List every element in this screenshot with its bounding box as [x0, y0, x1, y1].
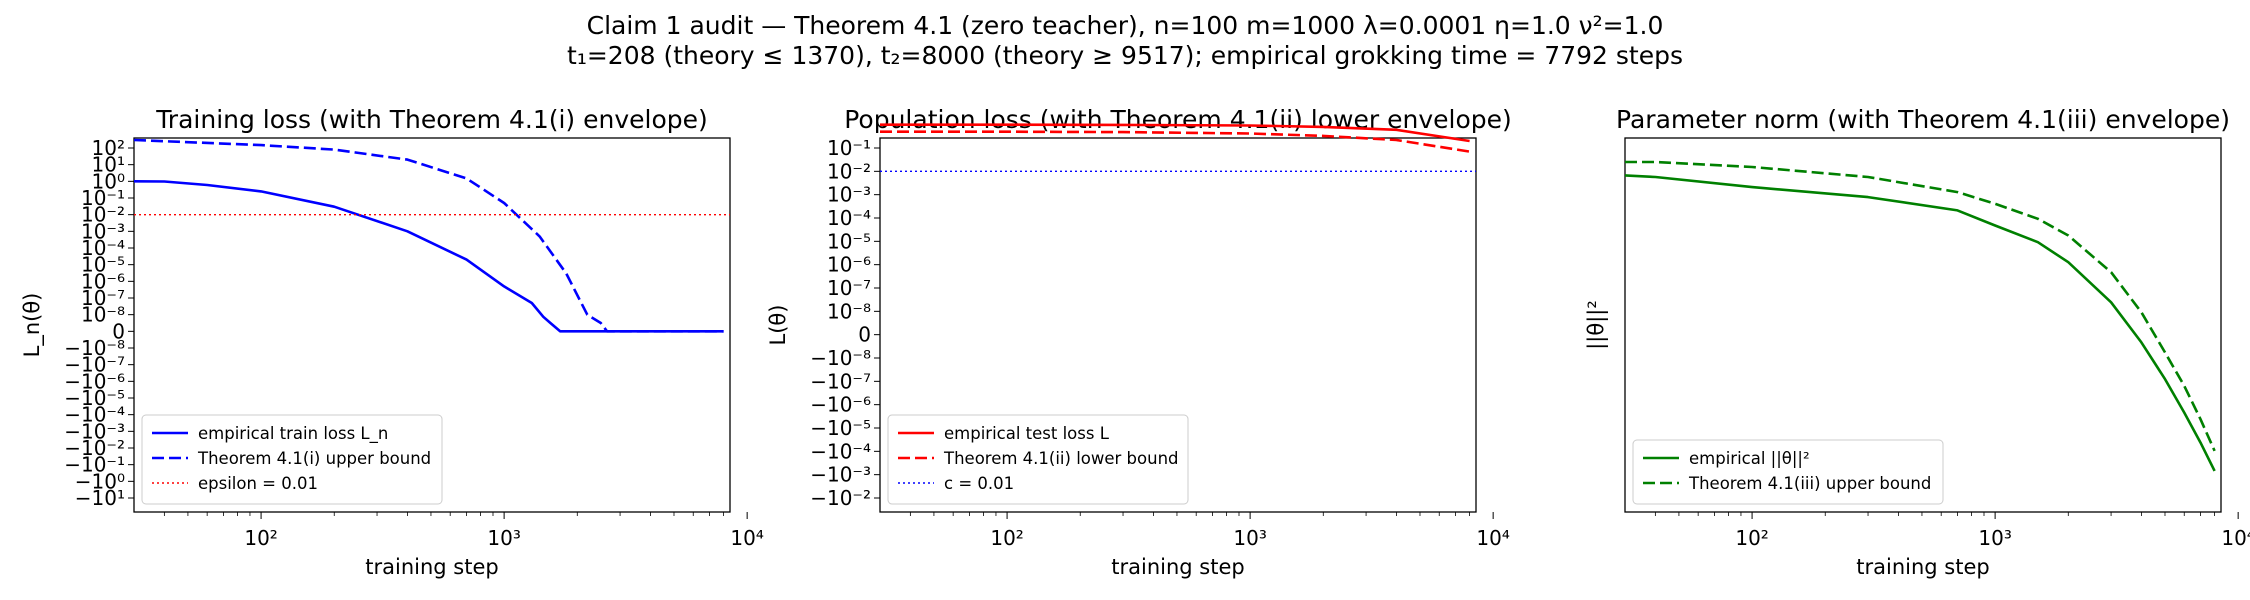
y-tick-label: 10⁻⁶	[81, 269, 125, 293]
x-tick-label: 10²	[244, 526, 277, 550]
chart-panel-1: 10²10¹10⁰10⁻¹10⁻²10⁻³10⁻⁴10⁻⁵10⁻⁶10⁻⁷10⁻…	[20, 105, 764, 579]
y-tick-label: 10⁻⁵	[81, 253, 125, 277]
x-axis-label: training step	[1856, 555, 1989, 579]
legend-label: Theorem 4.1(iii) upper bound	[1688, 474, 1931, 493]
y-axis-label: L_n(θ)	[20, 293, 45, 358]
x-tick-label: 10²	[1735, 526, 1768, 550]
legend-box	[887, 414, 1189, 505]
legend-label: empirical train loss L_n	[198, 424, 388, 444]
y-tick-label: 10⁻⁷	[827, 276, 871, 300]
y-tick-label: 10²	[92, 136, 125, 160]
chart-panel-3: 10² 10³ 10⁴ Parameter norm (with Theorem 4.…	[1584, 105, 2250, 579]
figure-title-line2: t₁=208 (theory ≤ 1370), t₂=8000 (theory …	[567, 41, 1683, 70]
axes-frame	[133, 137, 731, 513]
y-tick-label: 10⁻³	[827, 183, 871, 207]
y-tick-label: −10¹	[75, 486, 125, 510]
y-tick-label: −10⁻³	[64, 419, 125, 443]
y-tick-label: −10⁻⁶	[64, 369, 125, 393]
legend-label: Theorem 4.1(ii) lower bound	[943, 449, 1179, 468]
legend-box	[1632, 439, 1944, 505]
legend-box	[141, 414, 443, 505]
axes-frame	[1624, 137, 2222, 513]
legend-label: c = 0.01	[944, 474, 1014, 493]
y-tick-label: 10⁻¹	[827, 136, 871, 160]
series-line-2	[133, 138, 724, 333]
chart-panels: 10²10¹10⁰10⁻¹10⁻²10⁻³10⁻⁴10⁻⁵10⁻⁶10⁻⁷10⁻…	[20, 105, 2250, 579]
y-tick-label: 10⁻²	[81, 203, 125, 227]
y-axis-label: L(θ)	[766, 305, 790, 346]
y-tick-label: 10⁻⁴	[81, 236, 125, 260]
y-tick-label: −10⁻⁴	[64, 403, 125, 427]
series-line-2	[1625, 160, 2216, 452]
x-axis-label: training step	[1111, 555, 1244, 579]
y-tick-label: −10⁻⁷	[810, 369, 871, 393]
y-tick-label: −10⁻⁶	[810, 393, 871, 417]
y-tick-label: −10⁻²	[64, 436, 125, 460]
y-tick-label: −10⁻⁸	[810, 346, 871, 370]
y-tick-label: 10¹	[92, 153, 125, 177]
chart-panel-2: 10⁻¹10⁻²10⁻³10⁻⁴10⁻⁵10⁻⁶10⁻⁷10⁻⁸0−10⁻⁸−1…	[766, 105, 1512, 579]
panel-title: Parameter norm (with Theorem 4.1(iii) en…	[1616, 105, 2230, 134]
y-tick-label: −10⁻⁸	[64, 336, 125, 360]
series-line-2	[880, 130, 1470, 153]
y-tick-label: 10⁻⁸	[827, 299, 871, 323]
y-tick-label: 10⁰	[92, 169, 125, 193]
y-tick-label: −10⁰	[75, 469, 125, 493]
y-tick-label: 10⁻²	[827, 159, 871, 183]
y-tick-label: 10⁻³	[81, 219, 125, 243]
x-tick-label: 10⁴	[2221, 526, 2250, 550]
y-tick-label: −10⁻³	[810, 463, 871, 487]
y-tick-label: 10⁻¹	[81, 186, 125, 210]
y-tick-label: −10⁻²	[810, 486, 871, 510]
legend-label: empirical test loss L	[944, 424, 1110, 443]
y-tick-label: 10⁻⁶	[827, 253, 871, 277]
y-tick-label: 0	[858, 323, 871, 347]
y-tick-label: 0	[112, 319, 125, 343]
y-tick-label: −10⁻⁵	[64, 386, 125, 410]
legend-label: Theorem 4.1(i) upper bound	[197, 449, 431, 468]
x-tick-label: 10⁴	[730, 526, 763, 550]
legend-label: epsilon = 0.01	[198, 474, 318, 493]
panel-title: Population loss (with Theorem 4.1(ii) lo…	[844, 105, 1512, 134]
y-tick-label: −10⁻⁷	[64, 353, 125, 377]
y-tick-label: 10⁻⁸	[81, 303, 125, 327]
x-tick-label: 10⁴	[1476, 526, 1509, 550]
y-tick-label: −10⁻⁴	[810, 439, 871, 463]
y-tick-label: −10⁻⁵	[810, 416, 871, 440]
x-axis-label: training step	[365, 555, 498, 579]
x-tick-label: 10³	[487, 526, 520, 550]
x-tick-label: 10²	[990, 526, 1023, 550]
figure-title-line1: Claim 1 audit — Theorem 4.1 (zero teache…	[587, 11, 1664, 40]
y-tick-label: −10⁻¹	[64, 453, 125, 477]
series-line-1	[133, 180, 724, 333]
x-tick-label: 10³	[1978, 526, 2011, 550]
y-tick-label: 10⁻⁵	[827, 229, 871, 253]
panel-title: Training loss (with Theorem 4.1(i) envel…	[155, 105, 708, 134]
series-line-1	[880, 123, 1470, 143]
series-line-1	[1624, 174, 2216, 472]
y-axis-label: ||θ||²	[1584, 300, 1609, 350]
x-tick-label: 10³	[1233, 526, 1266, 550]
axes-frame	[879, 137, 1477, 513]
y-tick-label: 10⁻⁴	[827, 206, 871, 230]
y-tick-label: 10⁻⁷	[81, 286, 125, 310]
legend-label: empirical ||θ||²	[1689, 449, 1810, 468]
